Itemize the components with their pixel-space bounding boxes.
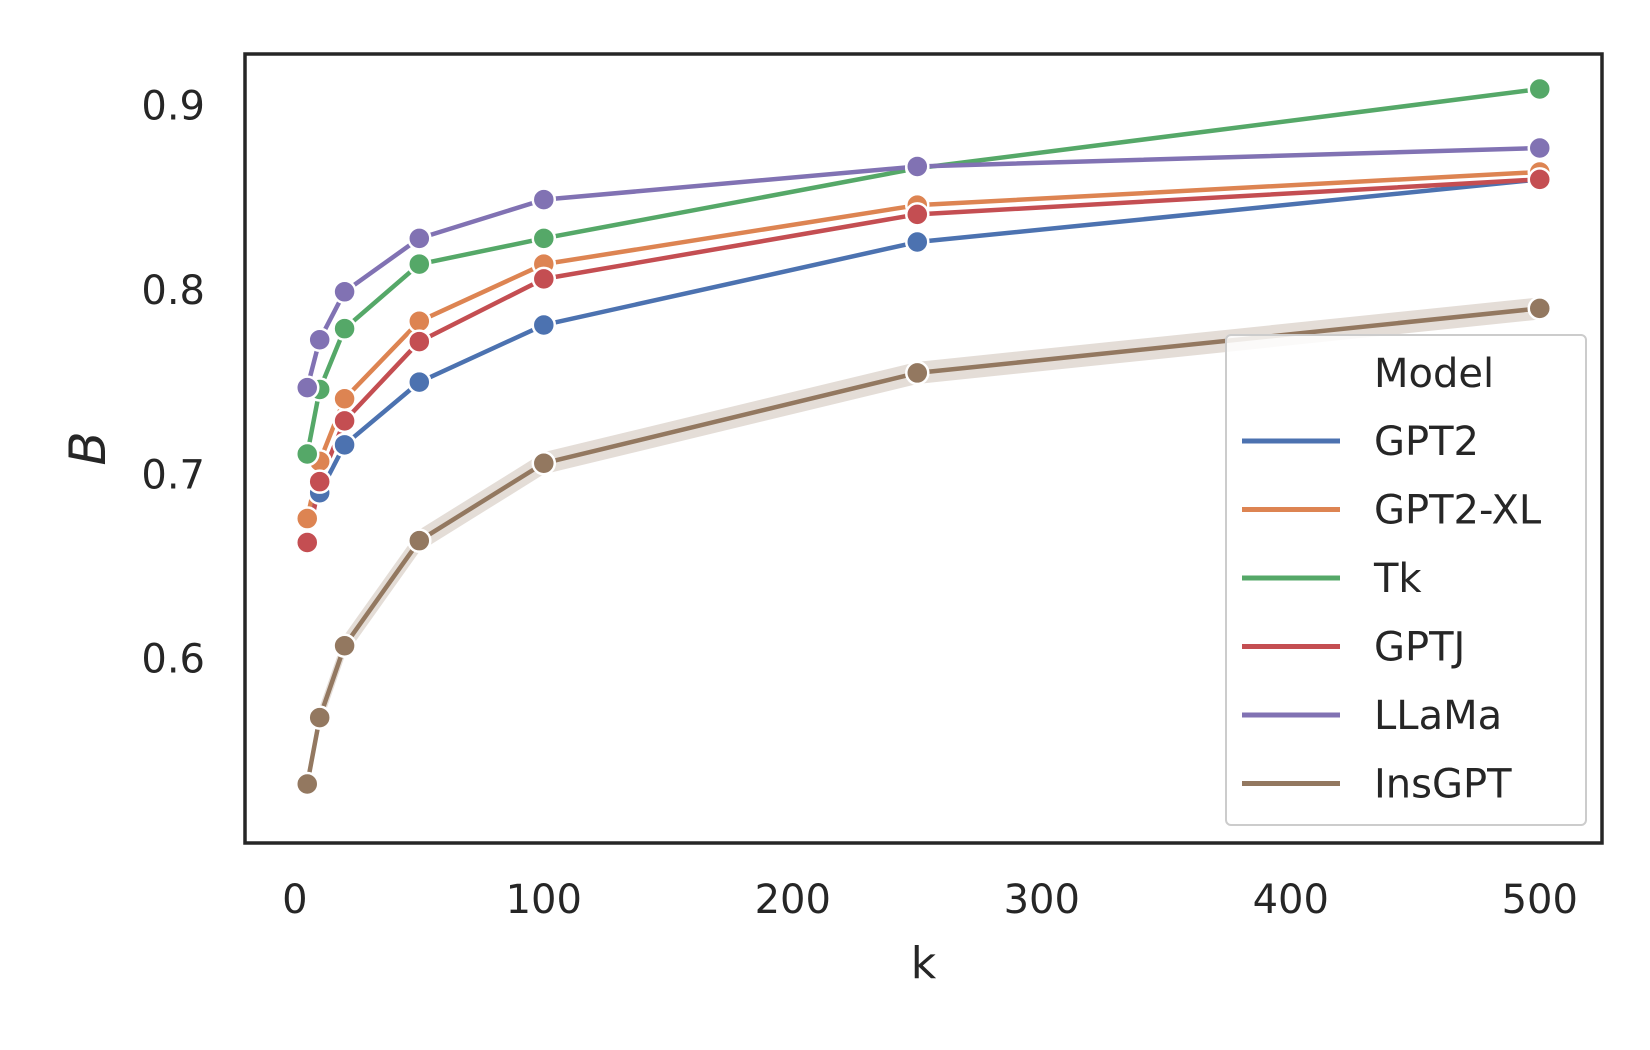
point-tk <box>332 316 357 341</box>
point-insgpt <box>307 705 332 730</box>
point-gptj <box>407 329 432 354</box>
point-gptj <box>294 530 320 555</box>
legend-label-tk: Tk <box>1373 556 1422 602</box>
x-tick-label: 300 <box>1004 877 1080 923</box>
point-tk <box>1527 76 1553 102</box>
point-gpt2 <box>905 229 930 255</box>
point-tk <box>294 441 320 467</box>
point-gpt2-xl <box>332 386 357 411</box>
legend-label-insgpt: InsGPT <box>1374 762 1512 808</box>
y-tick-label: 0.9 <box>141 84 205 130</box>
point-gpt2-xl <box>294 506 320 531</box>
point-gpt2-xl <box>407 309 432 334</box>
point-llama <box>1527 135 1553 161</box>
plot-frame <box>243 52 1604 845</box>
y-tick-label: 0.7 <box>141 452 205 498</box>
x-tick-label: 500 <box>1502 877 1578 923</box>
x-axis-label: k <box>911 938 937 989</box>
point-llama <box>407 226 432 251</box>
point-gptj <box>531 266 557 292</box>
point-insgpt <box>332 633 357 658</box>
series-points <box>294 76 1553 797</box>
legend-title: Model <box>1374 351 1494 397</box>
x-tick-label: 0 <box>282 877 307 923</box>
x-tick-labels: 0 100 200 300 400 500 <box>282 877 1578 923</box>
legend-box <box>1225 334 1587 826</box>
point-llama <box>307 327 332 352</box>
legend-label-llama: LLaMa <box>1374 693 1502 739</box>
legend-label-gptj: GPTJ <box>1374 625 1465 671</box>
x-tick-label: 400 <box>1253 877 1329 923</box>
point-gptj <box>1527 167 1553 192</box>
point-insgpt <box>294 771 320 797</box>
legend-label-gpt2: GPT2 <box>1374 419 1479 465</box>
point-insgpt <box>905 360 930 386</box>
x-tick-label: 100 <box>506 877 582 923</box>
point-llama <box>531 187 557 212</box>
point-gpt2 <box>531 312 557 338</box>
y-axis-label: B <box>59 431 117 465</box>
point-tk <box>407 251 432 277</box>
point-llama <box>332 279 357 305</box>
point-llama <box>294 375 320 400</box>
point-insgpt <box>531 450 557 476</box>
point-gptj <box>332 408 357 434</box>
y-tick-label: 0.6 <box>141 637 205 683</box>
point-gpt2 <box>407 369 432 395</box>
x-tick-label: 200 <box>755 877 831 923</box>
legend-items: GPT2 GPT2-XL Tk GPTJ LLaMa InsGPT <box>1242 419 1542 808</box>
point-llama <box>905 154 930 179</box>
legend-label-gpt2-xl: GPT2-XL <box>1374 488 1542 534</box>
point-insgpt <box>1527 296 1553 321</box>
point-insgpt <box>407 528 432 553</box>
y-tick-labels: 0.6 0.7 0.8 0.9 <box>141 84 205 683</box>
point-gpt2 <box>332 432 357 458</box>
legend: Model GPT2 GPT2-XL Tk GPTJ LLaMa InsGPT <box>1225 334 1587 826</box>
point-tk <box>531 226 557 251</box>
point-gptj <box>307 469 332 494</box>
point-gptj <box>905 202 930 227</box>
y-tick-label: 0.8 <box>141 268 205 314</box>
